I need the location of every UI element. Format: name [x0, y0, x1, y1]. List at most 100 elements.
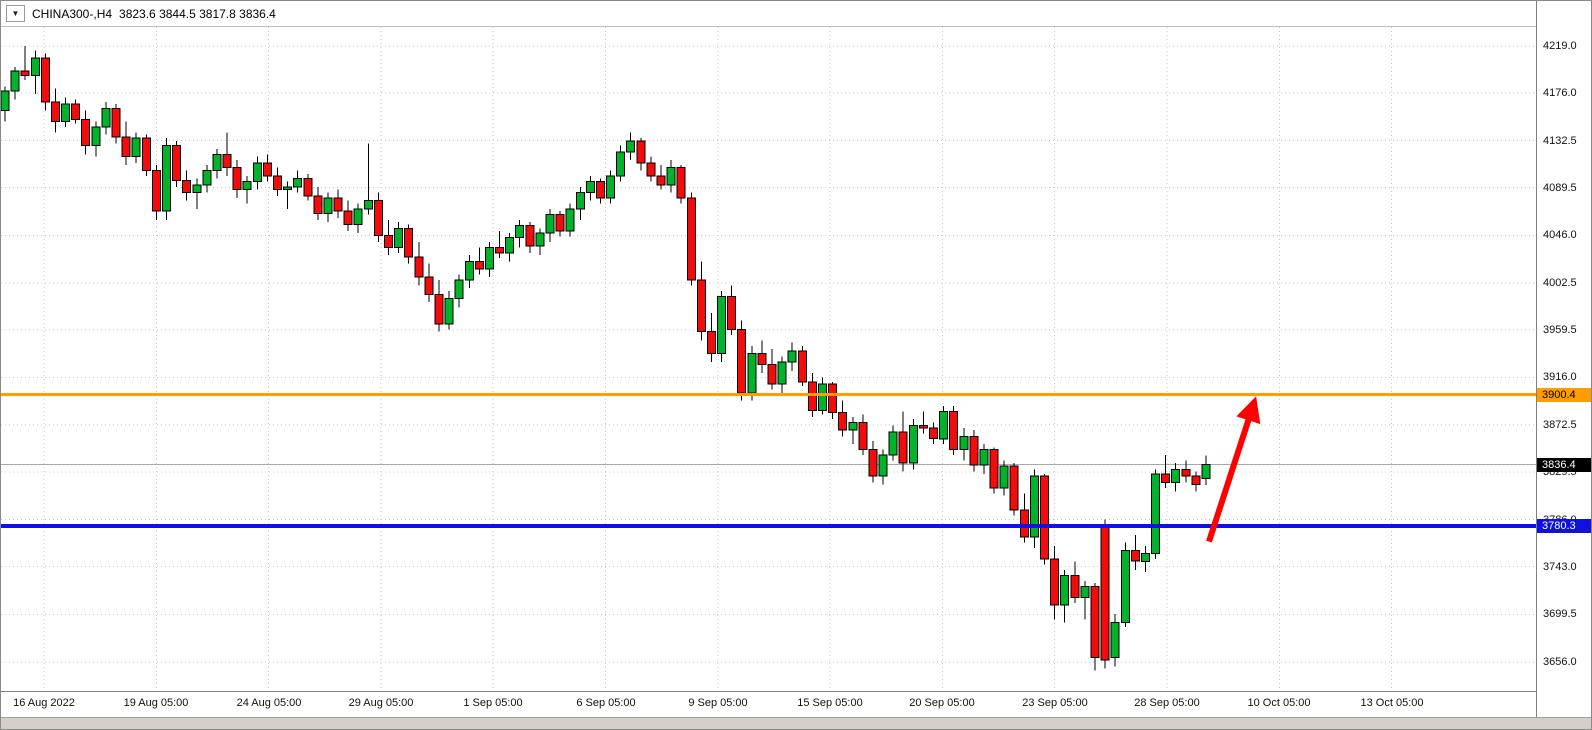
- candle: [404, 224, 414, 264]
- price-axis-label: 3656.0: [1543, 656, 1577, 668]
- candle: [818, 377, 827, 415]
- candle: [1191, 471, 1201, 492]
- window-bottom-strip: [1, 717, 1591, 729]
- price-axis-label: 4176.0: [1543, 87, 1577, 99]
- candle: [1070, 561, 1080, 603]
- candle: [1100, 519, 1110, 669]
- candle: [242, 176, 252, 204]
- candle: [1040, 473, 1049, 565]
- candle: [162, 137, 171, 220]
- candle: [908, 419, 918, 470]
- candle: [525, 222, 535, 253]
- candle: [797, 345, 807, 387]
- candle: [1, 86, 10, 122]
- candle: [1080, 581, 1090, 620]
- price-axis[interactable]: 4219.0 4176.0 4132.5 4089.5 4046.0 4002.5 3959…: [1536, 1, 1591, 719]
- candle: [505, 233, 515, 262]
- price-axis-label: 4046.0: [1543, 229, 1577, 241]
- time-axis-label: 10 Oct 05:00: [1247, 697, 1311, 709]
- price-axis-label: 3699.5: [1543, 608, 1577, 620]
- candle: [51, 88, 60, 133]
- candle: [414, 241, 424, 286]
- candle: [303, 174, 313, 201]
- candle: [545, 209, 555, 242]
- candle: [616, 145, 626, 182]
- candle: [1130, 535, 1140, 570]
- symbol-dropdown-button[interactable]: ▼: [6, 5, 25, 22]
- candle: [707, 312, 716, 363]
- candle: [1201, 455, 1211, 485]
- candle: [333, 189, 343, 218]
- price-axis-label: 3959.5: [1543, 324, 1577, 336]
- candle: [969, 430, 979, 472]
- candle: [313, 187, 323, 220]
- candle: [878, 449, 888, 485]
- candle: [585, 176, 595, 201]
- chart-title-overlay: ▼ CHINA300-,H4 3823.6 3844.5 3817.8 3836…: [1, 1, 1536, 27]
- candle: [222, 132, 232, 177]
- candle: [283, 181, 293, 209]
- candle: [939, 405, 949, 445]
- candle: [918, 411, 928, 434]
- candle: [141, 134, 151, 177]
- candle: [343, 200, 353, 231]
- candle: [71, 99, 81, 124]
- candle: [656, 165, 666, 190]
- price-tag-resistance[interactable]: 3900.4: [1537, 388, 1591, 402]
- candle: [535, 228, 545, 255]
- price-axis-label: 4132.5: [1543, 135, 1577, 147]
- candle: [1171, 462, 1181, 492]
- candle: [1029, 469, 1039, 549]
- candle: [202, 165, 212, 193]
- candle: [81, 110, 91, 155]
- candle: [606, 170, 615, 204]
- candle: [727, 285, 737, 335]
- candle: [626, 132, 636, 160]
- candle: [111, 104, 121, 144]
- time-axis-label: 29 Aug 05:00: [348, 697, 414, 709]
- candle: [828, 381, 838, 420]
- candle: [131, 132, 141, 164]
- candle: [999, 460, 1009, 496]
- candle: [1151, 469, 1160, 560]
- candle: [858, 414, 868, 456]
- trend-arrow[interactable]: [1206, 396, 1261, 543]
- time-axis-label: 28 Sep 05:00: [1134, 697, 1200, 709]
- candle: [464, 255, 474, 288]
- time-axis-label: 19 Aug 05:00: [123, 697, 189, 709]
- candle: [757, 340, 767, 374]
- plot-area[interactable]: [1, 27, 1536, 691]
- candle: [212, 148, 222, 179]
- candle: [30, 50, 40, 95]
- candle: [787, 342, 797, 371]
- candle: [1090, 583, 1100, 671]
- candle: [646, 156, 656, 182]
- candle: [555, 211, 565, 237]
- candle: [101, 101, 111, 135]
- time-axis-label: 20 Sep 05:00: [909, 697, 975, 709]
- candle: [596, 178, 605, 204]
- candle: [1161, 455, 1171, 488]
- time-axis[interactable]: 16 Aug 2022 19 Aug 05:00 24 Aug 05:00 29 Au…: [1, 691, 1536, 719]
- candle: [474, 247, 484, 275]
- candle: [353, 203, 363, 234]
- ohlc-values: 3823.6 3844.5 3817.8 3836.4: [119, 6, 276, 21]
- candle: [737, 320, 747, 401]
- candle: [838, 400, 848, 437]
- candle: [373, 192, 383, 242]
- candle: [192, 178, 202, 209]
- candle: [515, 219, 525, 248]
- price-tag-support[interactable]: 3780.3: [1537, 519, 1591, 533]
- candle: [868, 440, 878, 483]
- candle: [1140, 546, 1150, 573]
- price-axis-label: 3743.0: [1543, 561, 1577, 573]
- candle: [172, 141, 182, 188]
- candle: [151, 165, 161, 220]
- candle: [636, 137, 646, 171]
- candle: [1181, 460, 1191, 483]
- candle: [989, 447, 999, 494]
- candle: [696, 261, 706, 341]
- candle: [384, 219, 393, 255]
